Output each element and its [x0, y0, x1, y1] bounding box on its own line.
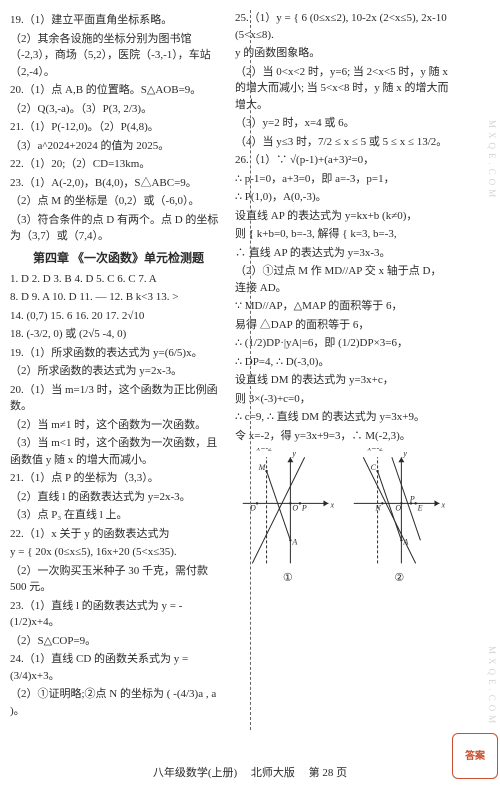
text-line: （3）点 P₃ 在直线 l 上。: [10, 507, 227, 524]
content-columns: 19.（1）建立平面直角坐标系略。 （2）其余各设施的坐标分别为图书馆（-2,3）…: [10, 10, 452, 730]
text-line: （3）a^2024+2024 的值为 2025。: [10, 138, 227, 155]
text-line: ∴ 直线 AP 的表达式为 y=3x-3。: [235, 245, 452, 262]
svg-text:y: y: [403, 449, 408, 458]
svg-text:N: N: [375, 503, 382, 512]
svg-text:x: x: [329, 500, 334, 509]
text-line: （3）y=2 时，x=4 或 6。: [235, 115, 452, 132]
text-line: 8. D 9. A 10. D 11. — 12. B k<3 13. >: [10, 289, 227, 306]
text-line: （2）Q(3,-a)。（3）P(3, 2/3)。: [10, 101, 227, 118]
text-line: 22.（1）x 关于 y 的函数表达式为: [10, 526, 227, 543]
watermark-brand: MXQE.COM: [485, 646, 499, 727]
svg-text:x=-2: x=-2: [255, 448, 272, 453]
text-line: y 的函数图象略。: [235, 45, 452, 62]
svg-text:A: A: [291, 537, 297, 546]
text-line: 19.（1）建立平面直角坐标系略。: [10, 12, 227, 29]
watermark-strip: MXQE.COM MXQE.COM 答案: [452, 0, 500, 787]
text-line: （3）当 m<1 时，这个函数为一次函数，且函数值 y 随 x 的增大而减小。: [10, 435, 227, 468]
svg-text:P: P: [409, 494, 415, 503]
text-line: 18. (-3/2, 0) 或 (2√5 -4, 0): [10, 326, 227, 343]
text-line: 21.（1）P(-12,0)。（2）P(4,8)。: [10, 119, 227, 136]
text-line: （2）S△COP=9。: [10, 633, 227, 650]
svg-text:y: y: [291, 449, 296, 458]
svg-text:C: C: [371, 463, 377, 472]
text-line: （2）当 m≠1 时，这个函数为一次函数。: [10, 417, 227, 434]
svg-text:x: x: [441, 500, 446, 509]
text-line: ∴ (1/2)DP·|yA|=6，即 (1/2)DP×3=6，: [235, 335, 452, 352]
text-line: 易得 △DAP 的面积等于 6，: [235, 317, 452, 334]
section-title: 第四章 《一次函数》单元检测题: [10, 249, 227, 267]
text-line: 20.（1）当 m=1/3 时，这个函数为正比例函数。: [10, 382, 227, 415]
text-line: （2）其余各设施的坐标分别为图书馆（-2,3），商场（5,2），医院（-3,-1…: [10, 31, 227, 81]
text-line: （2）①过点 M 作 MD//AP 交 x 轴于点 D，连接 AD。: [235, 263, 452, 296]
figure-fig2: C N OPE Ax y x=-2 ②: [347, 448, 453, 587]
footer-right: 第 28 页: [309, 767, 348, 779]
svg-text:O: O: [396, 503, 402, 512]
text-line: （2）①证明略;②点 N 的坐标为 ( -(4/3)a , a )。: [10, 686, 227, 719]
text-line: 24.（1）直线 CD 的函数关系式为 y = (3/4)x+3。: [10, 651, 227, 684]
text-line: （2）所求函数的表达式为 y=2x-3。: [10, 363, 227, 380]
text-line: 20.（1）点 A,B 的位置略。S△AOB=9。: [10, 82, 227, 99]
text-line: ∴ p-1=0，a+3=0，即 a=-3，p=1，: [235, 171, 452, 188]
text-line: （2）直线 l 的函数表达式为 y=2x-3。: [10, 489, 227, 506]
svg-text:A: A: [403, 537, 409, 546]
text-line: 23.（1）直线 l 的函数表达式为 y = -(1/2)x+4。: [10, 598, 227, 631]
page-footer: 八年级数学(上册) 北师大版 第 28 页: [0, 765, 500, 782]
text-line: （3）符合条件的点 D 有两个。点 D 的坐标为（3,7）或（7,4）。: [10, 212, 227, 245]
figure-label: ②: [394, 570, 404, 587]
text-line: 25.（1）y = { 6 (0≤x≤2), 10-2x (2<x≤5), 2x…: [235, 10, 452, 43]
text-line: 26.（1）∵ √(p-1)+(a+3)²=0，: [235, 152, 452, 169]
column-divider: [250, 10, 251, 730]
svg-text:M: M: [257, 463, 266, 472]
svg-text:O: O: [292, 503, 298, 512]
text-line: y = { 20x (0≤x≤5), 16x+20 (5<x≤35).: [10, 544, 227, 561]
footer-center: 北师大版: [251, 767, 295, 779]
page-root: 19.（1）建立平面直角坐标系略。 （2）其余各设施的坐标分别为图书馆（-2,3）…: [0, 0, 500, 787]
text-line: 22.（1）20;（2）CD=13km。: [10, 156, 227, 173]
figure-label: ①: [283, 570, 293, 587]
text-line: 设直线 AP 的表达式为 y=kx+b (k≠0)，: [235, 208, 452, 225]
text-line: ∴ P(1,0)，A(0,-3)。: [235, 189, 452, 206]
text-line: 令 x=-2，得 y=3x+9=3，∴ M(-2,3)。: [235, 428, 452, 445]
text-line: 14. (0,7) 15. 6 16. 20 17. 2√10: [10, 308, 227, 325]
text-line: ∴ DP=4, ∴ D(-3,0)。: [235, 354, 452, 371]
figures-row: MDOPAxyx=-2①CNOPEAxyx=-2②: [235, 448, 452, 587]
text-line: 设直线 DM 的表达式为 y=3x+c，: [235, 372, 452, 389]
text-line: （2）当 0<x<2 时，y=6; 当 2<x<5 时，y 随 x 的增大而减小…: [235, 64, 452, 114]
text-line: ∴ c=9, ∴ 直线 DM 的表达式为 y=3x+9。: [235, 409, 452, 426]
watermark-brand-top: MXQE.COM: [485, 120, 499, 201]
text-line: 1. D 2. D 3. B 4. D 5. C 6. C 7. A: [10, 271, 227, 288]
text-line: （4）当 y≤3 时，7/2 ≤ x ≤ 5 或 5 ≤ x ≤ 13/2。: [235, 134, 452, 151]
text-line: 则 { k+b=0, b=-3, 解得 { k=3, b=-3,: [235, 226, 452, 243]
text-line: 21.（1）点 P 的坐标为（3,3）。: [10, 470, 227, 487]
text-line: ∵ MD//AP，△MAP 的面积等于 6，: [235, 298, 452, 315]
text-line: 23.（1）A(-2,0)，B(4,0)，S△ABC=9。: [10, 175, 227, 192]
svg-text:P: P: [301, 503, 307, 512]
text-line: （2）一次购买玉米种子 30 千克，需付款 500 元。: [10, 563, 227, 596]
text-line: 19.（1）所求函数的表达式为 y=(6/5)x。: [10, 345, 227, 362]
text-line: 则 3×(-3)+c=0，: [235, 391, 452, 408]
footer-left: 八年级数学(上册): [153, 767, 237, 779]
svg-text:x=-2: x=-2: [367, 448, 384, 453]
svg-text:E: E: [417, 503, 423, 512]
text-line: （2）点 M 的坐标是（0,2）或（-6,0）。: [10, 193, 227, 210]
